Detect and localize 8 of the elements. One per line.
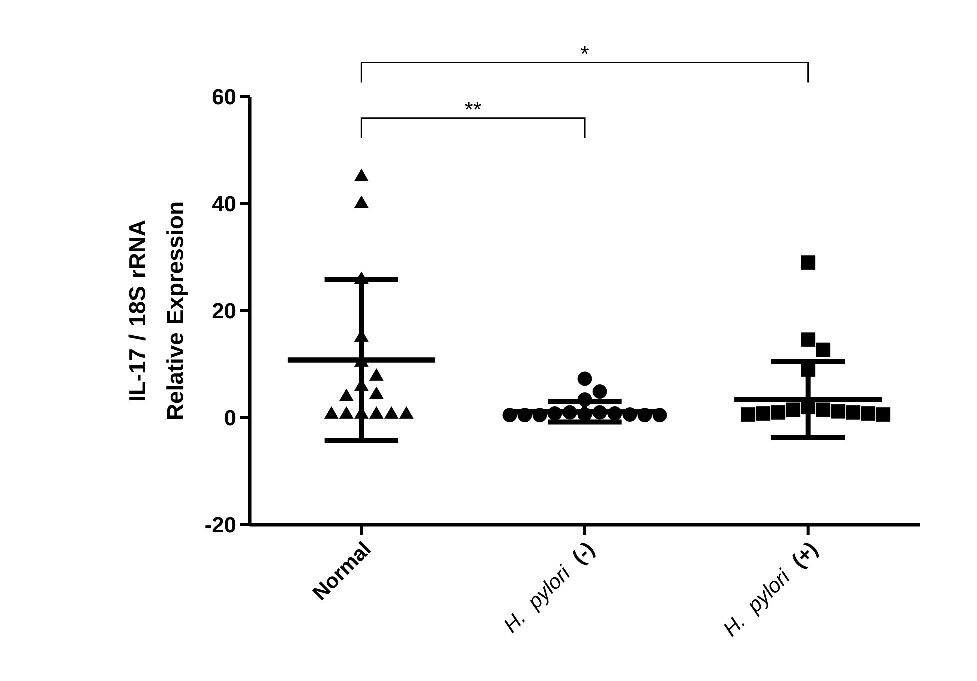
y-axis-title: IL-17 / 18S rRNA Relative Expression (128, 202, 188, 419)
annotation: ** (465, 102, 482, 110)
y-tick-label: 20 (212, 303, 236, 319)
text: * (581, 46, 589, 54)
y-tick-label: -20 (206, 517, 236, 533)
y-tick-label: 40 (212, 196, 236, 212)
y-tick-label: 60 (212, 89, 236, 105)
y-tick-label: 0 (225, 410, 236, 426)
